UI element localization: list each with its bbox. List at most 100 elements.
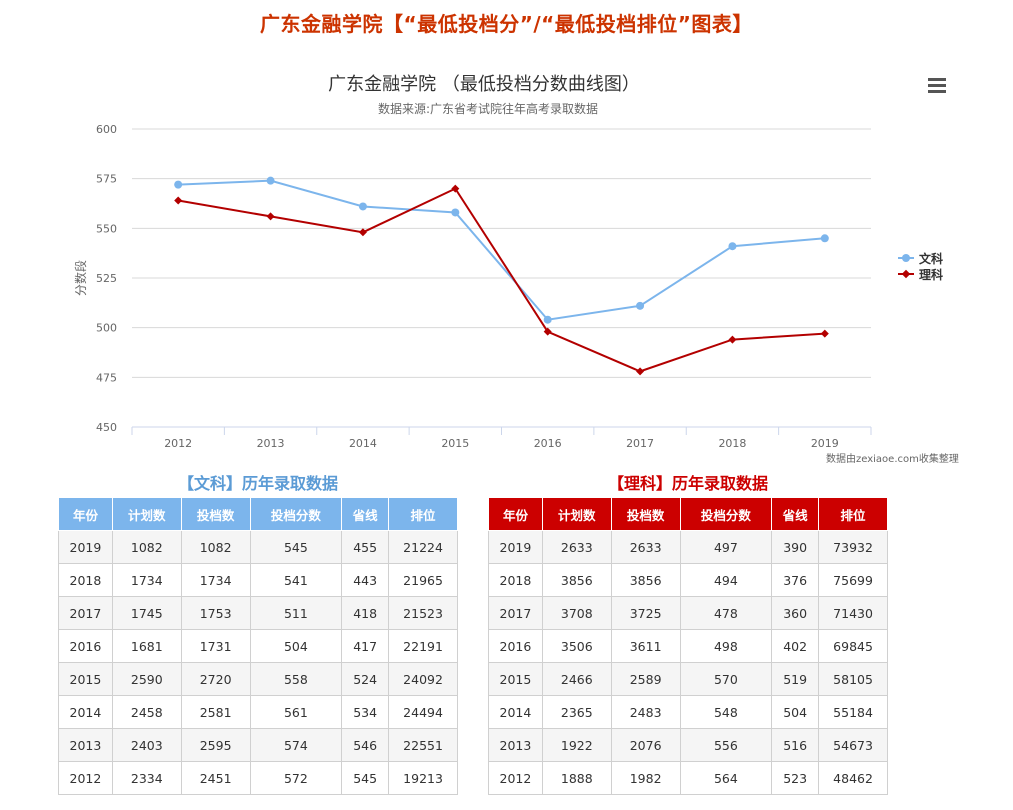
table-cell: 22551 [388,728,458,762]
data-point[interactable] [358,228,367,237]
series-group [174,176,829,376]
table-cell: 71430 [818,596,888,630]
y-tick-label: 525 [96,272,117,285]
legend-label-wenke: 文科 [919,251,944,266]
table-cell: 1734 [180,563,251,597]
table-cell: 574 [249,728,343,762]
table-cell: 558 [249,662,343,696]
column-header: 计划数 [111,497,182,531]
x-tick-label: 2014 [349,437,377,450]
data-point[interactable] [266,212,275,221]
table-header-row: 年份 计划数 投档数 投档分数 省线 排位 [488,497,888,531]
table-cell: 548 [679,695,773,729]
table-cell: 556 [679,728,773,762]
data-point[interactable] [636,301,645,310]
table-cell: 1082 [180,530,251,564]
x-tick-label: 2012 [164,437,192,450]
table-cell: 497 [679,530,773,564]
chart-menu-icon[interactable] [928,78,946,94]
data-point[interactable] [728,242,737,251]
data-point[interactable] [636,367,645,376]
series-line-0 [178,179,825,321]
table-cell: 494 [679,563,773,597]
table-cell: 24092 [388,662,458,696]
y-tick-label: 450 [96,421,117,434]
y-tick-label: 550 [96,222,117,235]
table-cell: 1082 [111,530,182,564]
table-row: 2012 1888 1982 564 523 48462 [488,761,888,795]
table-cell: 561 [249,695,343,729]
column-header: 年份 [58,497,113,531]
table-cell: 3506 [541,629,612,663]
table-cell: 570 [679,662,773,696]
line-chart: 广东金融学院 （最低投档分数曲线图） 数据来源:广东省考试院往年高考录取数据 分… [73,74,872,450]
wenke-table: 年份 计划数 投档数 投档分数 省线 排位 2019 1082 1082 545 455 21224… [58,497,458,795]
table-cell: 2581 [180,695,251,729]
column-header: 排位 [388,497,458,531]
table-cell: 2365 [541,695,612,729]
table-cell: 2019 [58,530,113,564]
table-cell: 2017 [488,596,543,630]
table-cell: 417 [341,629,390,663]
table-cell: 2017 [58,596,113,630]
table-cell: 2483 [610,695,681,729]
x-tick-label: 2018 [718,437,746,450]
data-point[interactable] [266,176,275,185]
table-cell: 2015 [488,662,543,696]
grid-lines [132,128,871,378]
x-tick-label: 2016 [534,437,562,450]
table-cell: 2334 [111,761,182,795]
table-cell: 2012 [488,761,543,795]
table-cell: 1734 [111,563,182,597]
table-cell: 3611 [610,629,681,663]
table-cell: 545 [341,761,390,795]
chart-title: 广东金融学院 （最低投档分数曲线图） [328,74,640,95]
table-row: 2018 3856 3856 494 376 75699 [488,563,888,597]
chart-legend: 文科 理科 [898,250,943,282]
data-point[interactable] [358,202,367,211]
table-row: 2014 2365 2483 548 504 55184 [488,695,888,729]
table-cell: 443 [341,563,390,597]
table-cell: 2012 [58,761,113,795]
table-row: 2013 2403 2595 574 546 22551 [58,728,458,762]
column-header: 投档分数 [679,497,773,531]
table-cell: 511 [249,596,343,630]
data-point[interactable] [451,208,460,217]
table-row: 2013 1922 2076 556 516 54673 [488,728,888,762]
data-point[interactable] [543,315,552,324]
table-cell: 2720 [180,662,251,696]
data-point[interactable] [820,234,829,243]
table-cell: 519 [771,662,820,696]
data-point[interactable] [728,335,737,344]
table-cell: 2019 [488,530,543,564]
y-tick-label: 500 [96,322,117,335]
data-credit[interactable]: 数据由zexiaoe.com收集整理 [826,454,959,465]
legend-item-like[interactable]: 理科 [898,266,943,282]
table-cell: 1745 [111,596,182,630]
table-cell: 546 [341,728,390,762]
table-cell: 19213 [388,761,458,795]
data-point[interactable] [820,329,829,338]
table-cell: 2458 [111,695,182,729]
table-row: 2012 2334 2451 572 545 19213 [58,761,458,795]
table-cell: 2016 [58,629,113,663]
table-cell: 1982 [610,761,681,795]
table-cell: 24494 [388,695,458,729]
table-cell: 376 [771,563,820,597]
data-point[interactable] [174,196,183,205]
table-row: 2017 3708 3725 478 360 71430 [488,596,888,630]
table-cell: 534 [341,695,390,729]
legend-item-wenke[interactable]: 文科 [898,250,943,266]
data-point[interactable] [451,184,460,193]
table-cell: 2595 [180,728,251,762]
table-cell: 1888 [541,761,612,795]
data-point[interactable] [543,327,552,336]
y-tick-label: 475 [96,371,117,384]
x-tick-label: 2019 [811,437,839,450]
table-cell: 2466 [541,662,612,696]
table-cell: 2016 [488,629,543,663]
table-cell: 58105 [818,662,888,696]
data-point[interactable] [174,180,183,189]
table-cell: 2014 [488,695,543,729]
table-cell: 2018 [58,563,113,597]
